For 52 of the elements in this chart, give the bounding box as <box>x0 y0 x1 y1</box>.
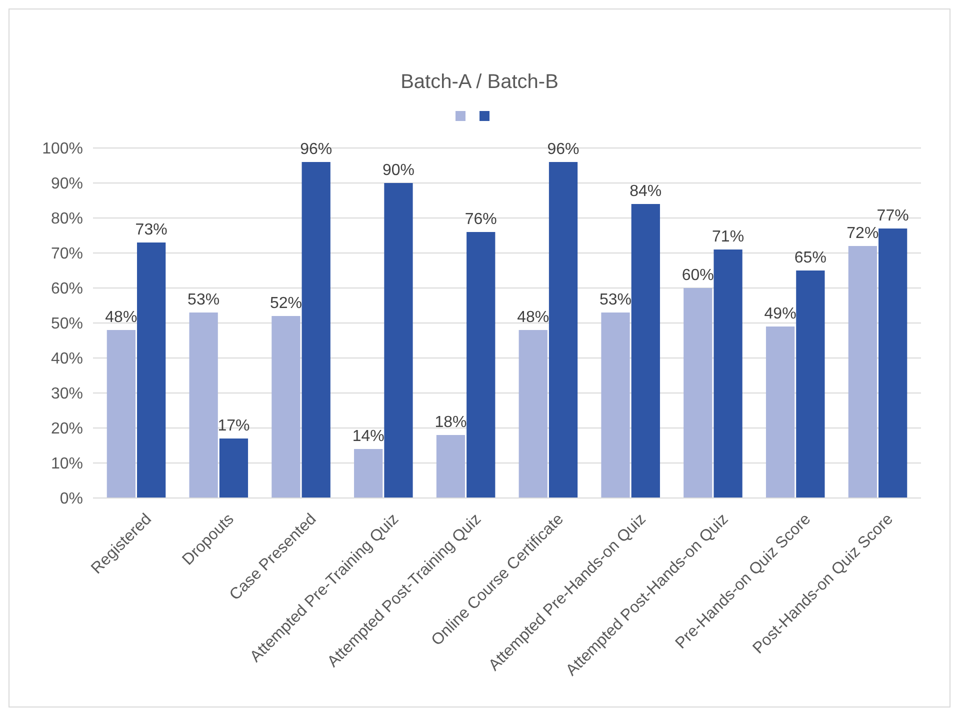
bar <box>219 438 248 498</box>
bar <box>631 204 660 498</box>
data-label: 90% <box>382 162 415 179</box>
data-label: 76% <box>464 211 497 228</box>
bar <box>106 330 136 498</box>
y-tick-label: 100% <box>42 140 83 158</box>
y-tick-label: 10% <box>50 456 83 473</box>
data-label: 14% <box>352 428 384 445</box>
data-label: 53% <box>188 292 220 308</box>
data-label: 60% <box>682 267 714 284</box>
bar <box>137 242 166 498</box>
data-label: 96% <box>300 141 332 158</box>
bar <box>796 270 825 498</box>
data-label: 96% <box>547 141 580 158</box>
y-tick-label: 0% <box>60 490 83 508</box>
bar <box>384 183 413 498</box>
bar <box>354 449 383 498</box>
data-label: 72% <box>846 225 879 242</box>
y-tick-label: 70% <box>50 246 83 263</box>
bar <box>518 330 548 498</box>
y-tick-label: 90% <box>50 176 83 193</box>
bar <box>272 316 300 498</box>
data-label: 65% <box>794 250 826 266</box>
bar <box>766 326 795 498</box>
bar <box>714 250 742 498</box>
data-label: 17% <box>218 418 250 434</box>
y-tick-label: 50% <box>50 316 83 333</box>
data-label: 52% <box>270 295 302 312</box>
y-tick-label: 60% <box>50 280 83 298</box>
bar <box>189 312 218 498</box>
bar <box>302 162 330 498</box>
bar <box>601 312 630 498</box>
bar <box>848 246 877 498</box>
y-tick-label: 30% <box>50 386 83 403</box>
data-label: 84% <box>630 183 662 200</box>
bar <box>684 288 712 498</box>
bar <box>436 435 466 498</box>
bar <box>548 162 578 498</box>
data-label: 48% <box>517 309 550 326</box>
y-tick-label: 20% <box>50 420 83 438</box>
y-tick-label: 80% <box>50 210 83 228</box>
data-label: 53% <box>599 292 632 308</box>
data-label: 71% <box>712 228 744 246</box>
y-tick-label: 40% <box>50 350 83 368</box>
bar <box>878 228 908 498</box>
data-label: 73% <box>135 222 168 238</box>
data-label: 18% <box>434 414 467 431</box>
data-label: 49% <box>764 306 796 322</box>
bar <box>466 232 496 498</box>
data-label: 77% <box>876 208 909 224</box>
chart-title: Batch-A / Batch-B <box>400 71 558 93</box>
data-label: 48% <box>105 309 138 326</box>
